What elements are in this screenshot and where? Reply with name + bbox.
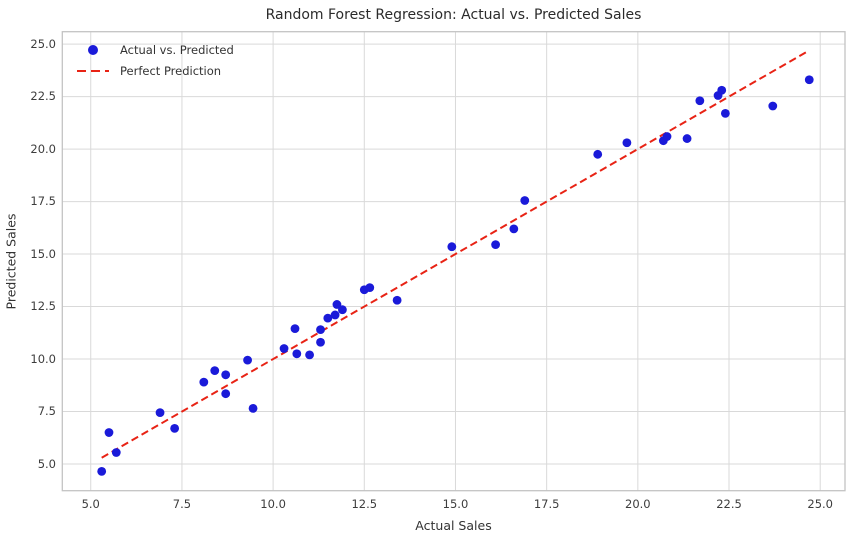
y-tick-label: 17.5 [30, 194, 56, 209]
scatter-point [338, 305, 347, 315]
scatter-point [199, 377, 209, 387]
plot-background [62, 31, 846, 491]
x-tick-label: 17.5 [533, 497, 560, 511]
y-tick-label: 7.5 [37, 404, 56, 419]
scatter-point [622, 138, 632, 148]
scatter-point [392, 295, 402, 305]
dashed-line-icon [76, 69, 110, 73]
x-tick-label: 10.0 [260, 497, 286, 511]
scatter-point [221, 389, 231, 399]
y-tick-label: 15.0 [30, 246, 56, 261]
x-tick-label: 5.0 [81, 497, 100, 511]
x-tick-label: 22.5 [716, 497, 742, 511]
y-tick-label: 12.5 [30, 299, 56, 314]
scatter-point [332, 300, 342, 309]
scatter-point [104, 428, 114, 437]
scatter-point [290, 324, 300, 334]
x-tick-label: 25.0 [807, 497, 833, 511]
scatter-point [682, 134, 692, 143]
scatter-point [210, 366, 220, 375]
scatter-point [155, 408, 165, 417]
legend-item-line: Perfect Prediction [76, 60, 234, 81]
scatter-point [248, 403, 258, 413]
perfect-prediction-line [101, 49, 810, 459]
legend-label-line: Perfect Prediction [120, 63, 222, 78]
y-tick-label: 20.0 [30, 141, 56, 156]
scatter-point [243, 355, 252, 365]
scatter-point [316, 325, 325, 335]
y-tick-label: 22.5 [30, 89, 56, 104]
legend-label-scatter: Actual vs. Predicted [120, 42, 234, 57]
axes-spines [61, 31, 846, 492]
scatter-point [305, 350, 314, 360]
scatter-point [804, 75, 814, 85]
scatter-point [97, 466, 107, 476]
scatter-point [509, 224, 519, 234]
scatter-point [316, 337, 325, 347]
scatter-point [323, 313, 333, 323]
scatter-point [221, 370, 231, 380]
scatter-point [695, 96, 705, 106]
scatter-point [768, 101, 778, 111]
y-tick-label: 10.0 [30, 351, 56, 366]
scatter-point [111, 448, 121, 457]
scatter-point [279, 344, 289, 353]
scatter-point [447, 242, 457, 252]
scatter-point [593, 149, 603, 159]
legend: Actual vs. Predicted Perfect Prediction [76, 39, 234, 81]
scatter-point [720, 108, 730, 118]
scatter-point [330, 310, 340, 320]
scatter-point [717, 85, 727, 95]
x-axis-label: Actual Sales [415, 518, 492, 533]
circle-marker-icon [76, 44, 110, 55]
y-axis-label: Predicted Sales [3, 213, 19, 310]
chart-title: Random Forest Regression: Actual vs. Pre… [265, 7, 642, 23]
scatter-point [170, 423, 180, 433]
scatter-point [491, 240, 500, 250]
y-tick-label: 25.0 [30, 36, 56, 51]
x-tick-label: 20.0 [625, 497, 651, 511]
x-tick-label: 7.5 [172, 497, 192, 511]
x-tick-label: 12.5 [351, 497, 378, 511]
legend-item-scatter: Actual vs. Predicted [76, 39, 234, 60]
scatter-point [292, 349, 302, 359]
x-tick-label: 15.0 [442, 497, 469, 511]
scatter-point [662, 132, 672, 141]
y-tick-label: 5.0 [37, 456, 56, 471]
scatter-point [365, 283, 375, 293]
scatter-point [520, 196, 530, 205]
